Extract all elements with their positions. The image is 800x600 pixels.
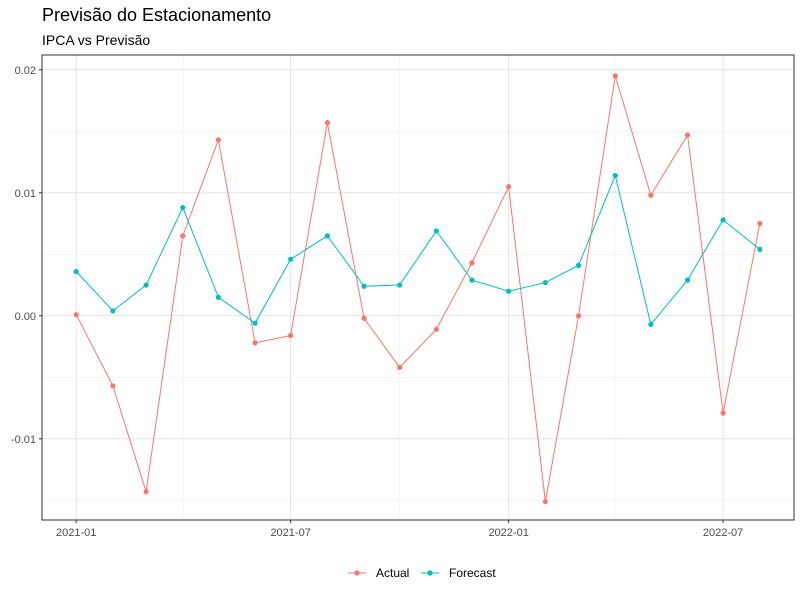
- data-point-actual: [180, 233, 186, 239]
- data-point-actual: [542, 498, 548, 505]
- data-point-actual: [361, 315, 367, 321]
- data-point-forecast: [575, 262, 582, 268]
- data-point-actual: [433, 326, 439, 332]
- plot-panel: [42, 55, 794, 520]
- data-point-forecast: [180, 204, 186, 211]
- data-point-forecast: [612, 172, 618, 179]
- x-tick-label: 2022-07: [703, 527, 743, 539]
- data-point-actual: [288, 332, 294, 339]
- data-point-actual: [684, 132, 691, 138]
- data-point-forecast: [397, 282, 403, 288]
- data-point-actual: [720, 410, 726, 416]
- data-point-actual: [397, 364, 403, 371]
- legend-item-actual: Actual: [348, 566, 409, 580]
- data-point-forecast: [720, 217, 726, 223]
- x-tick-label: 2021-07: [270, 527, 310, 539]
- chart-title: Previsão do Estacionamento: [42, 5, 272, 25]
- data-point-forecast: [684, 277, 691, 283]
- x-tick-label: 2021-01: [56, 527, 96, 539]
- data-point-forecast: [433, 228, 439, 234]
- y-tick-label: -0.01: [11, 434, 36, 446]
- data-point-actual: [324, 120, 330, 126]
- data-point-forecast: [469, 277, 475, 283]
- data-point-actual: [757, 220, 763, 227]
- plot-border: [41, 54, 795, 521]
- data-point-forecast: [757, 246, 763, 252]
- series-line-forecast: [75, 173, 761, 326]
- data-point-actual: [73, 311, 79, 318]
- legend-label-forecast: Forecast: [449, 566, 496, 580]
- data-point-forecast: [215, 294, 221, 300]
- data-point-forecast: [252, 320, 258, 326]
- data-point-forecast: [648, 321, 654, 328]
- data-point-actual: [110, 383, 116, 389]
- chart-subtitle: IPCA vs Previsão: [42, 32, 151, 48]
- legend-key-point-actual: [354, 570, 360, 576]
- series-line-actual: [75, 75, 761, 502]
- data-point-forecast: [110, 308, 116, 314]
- data-point-actual: [506, 184, 512, 190]
- legend-label-actual: Actual: [376, 566, 409, 580]
- data-point-forecast: [143, 282, 149, 288]
- y-tick-label: 0.01: [15, 188, 36, 200]
- data-point-forecast: [542, 279, 548, 286]
- legend-key-point-forecast: [427, 570, 433, 576]
- y-tick-label: 0.00: [15, 311, 36, 323]
- data-point-forecast: [324, 233, 330, 239]
- data-point-actual: [575, 313, 582, 319]
- legend-item-forecast: Forecast: [421, 566, 496, 580]
- data-point-forecast: [73, 268, 79, 275]
- data-point-actual: [252, 340, 258, 346]
- data-point-actual: [215, 137, 221, 143]
- data-point-actual: [143, 489, 149, 495]
- data-point-forecast: [288, 256, 294, 262]
- data-point-forecast: [361, 283, 367, 289]
- data-point-actual: [612, 73, 618, 79]
- x-tick-label: 2022-01: [488, 527, 528, 539]
- data-point-forecast: [506, 288, 512, 294]
- data-point-actual: [648, 192, 654, 198]
- y-tick-label: 0.02: [15, 65, 36, 77]
- data-point-actual: [469, 260, 475, 266]
